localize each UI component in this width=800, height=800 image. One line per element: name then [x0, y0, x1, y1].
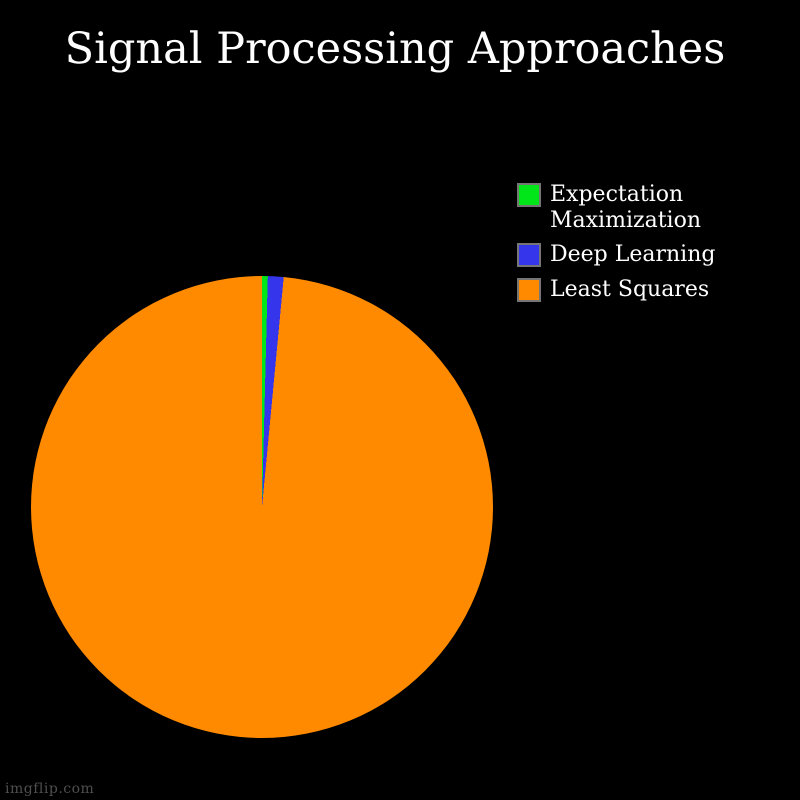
- legend-label: Least Squares: [550, 277, 710, 302]
- legend-label: Expectation Maximization: [550, 182, 701, 233]
- legend-item-deep-learning: Deep Learning: [517, 242, 715, 268]
- legend-item-expectation-maximization: Expectation Maximization: [517, 182, 730, 234]
- imgflip-watermark: imgflip.com: [5, 781, 95, 797]
- chart-title: Signal Processing Approaches: [64, 24, 726, 74]
- legend-label: Deep Learning: [550, 242, 716, 267]
- legend-item-least-squares: Least Squares: [517, 277, 709, 303]
- pie-chart: [31, 276, 493, 738]
- legend-swatch-blue: [517, 243, 541, 267]
- legend-swatch-orange: [517, 278, 541, 302]
- legend-swatch-green: [517, 183, 541, 207]
